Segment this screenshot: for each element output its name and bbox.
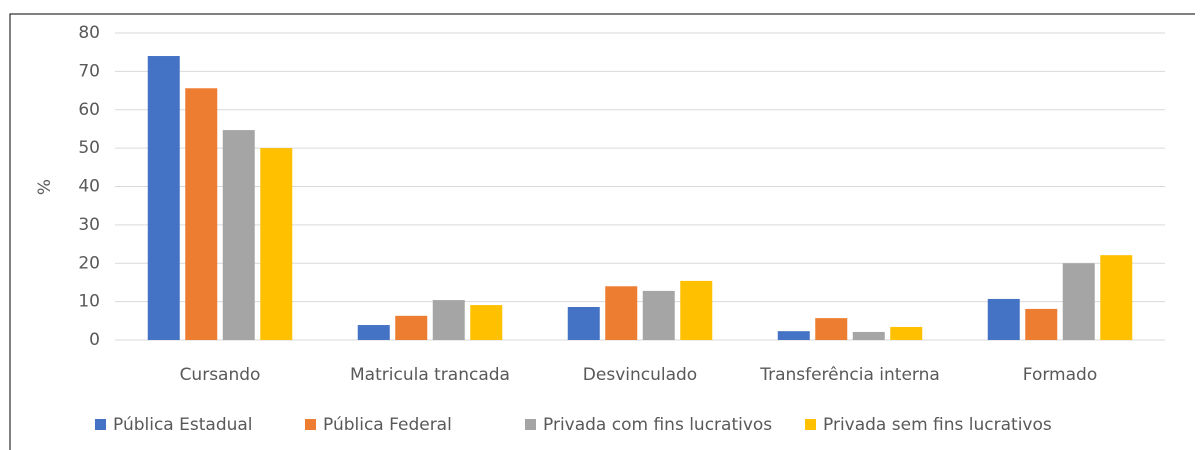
frame <box>9 13 1195 450</box>
bar <box>567 306 600 340</box>
bar <box>852 331 885 340</box>
bar <box>642 290 675 340</box>
x-tick-label: Formado <box>1023 365 1097 385</box>
bar <box>1100 255 1133 340</box>
bar <box>260 148 293 340</box>
x-tick-label: Cursando <box>180 365 261 385</box>
x-tick-label: Matricula trancada <box>350 365 510 385</box>
legend-label: Pública Federal <box>323 415 452 435</box>
legend-label: Privada sem fins lucrativos <box>823 415 1052 435</box>
bar <box>147 56 180 341</box>
bar <box>1025 308 1058 340</box>
y-axis-label: % <box>35 179 55 195</box>
bar <box>815 318 848 340</box>
bar <box>680 280 713 340</box>
bar <box>222 130 255 340</box>
y-tick-label: 80 <box>78 23 100 43</box>
bar <box>777 331 810 340</box>
x-tick-label: Desvinculado <box>583 365 697 385</box>
bar <box>470 305 503 340</box>
legend-label: Privada com fins lucrativos <box>543 415 772 435</box>
y-tick-label: 60 <box>78 100 100 120</box>
bar <box>432 300 465 340</box>
bar <box>185 88 218 340</box>
bar <box>890 326 923 340</box>
y-tick-label: 40 <box>78 177 100 197</box>
bar <box>395 315 428 340</box>
legend-swatch <box>525 419 536 430</box>
legend-swatch <box>95 419 106 430</box>
y-tick-label: 0 <box>89 330 100 350</box>
bar <box>357 325 390 340</box>
y-tick-label: 30 <box>78 215 100 235</box>
x-tick-label: Transferência interna <box>759 365 940 385</box>
legend-label: Pública Estadual <box>113 415 253 435</box>
bar <box>605 286 638 340</box>
legend-swatch <box>305 419 316 430</box>
y-tick-label: 10 <box>78 292 100 312</box>
bar <box>987 298 1020 340</box>
bar <box>1062 263 1095 340</box>
y-tick-label: 50 <box>78 138 100 158</box>
y-tick-label: 70 <box>78 61 100 81</box>
legend-swatch <box>805 419 816 430</box>
y-tick-label: 20 <box>78 253 100 273</box>
